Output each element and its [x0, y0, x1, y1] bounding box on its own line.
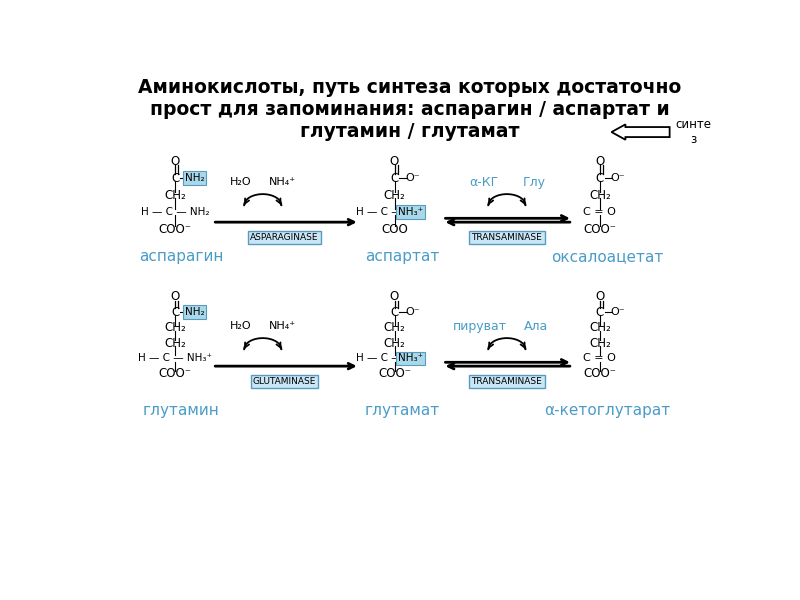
Text: NH₄⁺: NH₄⁺ — [269, 177, 296, 187]
Text: O⁻: O⁻ — [610, 173, 625, 183]
Text: C: C — [390, 306, 398, 319]
Text: O: O — [595, 290, 605, 304]
Text: α-кетоглутарат: α-кетоглутарат — [545, 403, 670, 418]
Text: O: O — [390, 155, 399, 168]
Text: O: O — [595, 155, 605, 168]
Text: H — C — NH₂: H — C — NH₂ — [141, 207, 210, 217]
Text: ASPARAGINASE: ASPARAGINASE — [250, 233, 318, 242]
Text: H — C —: H — C — — [356, 207, 402, 217]
Text: NH₂: NH₂ — [185, 307, 204, 317]
Text: TRANSAMINASE: TRANSAMINASE — [471, 233, 542, 242]
Text: оксалоацетат: оксалоацетат — [551, 250, 664, 264]
Text: C: C — [390, 172, 398, 185]
Text: C: C — [596, 172, 604, 185]
Text: COO⁻: COO⁻ — [378, 367, 411, 380]
Text: C = O: C = O — [583, 207, 616, 217]
Text: GLUTAMINASE: GLUTAMINASE — [253, 377, 316, 386]
Text: H — C — NH₃⁺: H — C — NH₃⁺ — [138, 353, 212, 364]
Text: C = O: C = O — [583, 353, 616, 364]
Text: O: O — [170, 155, 180, 168]
Text: глутамат: глутамат — [365, 403, 440, 418]
Text: O: O — [170, 290, 180, 304]
Text: глутамин: глутамин — [143, 403, 220, 418]
Text: TRANSAMINASE: TRANSAMINASE — [471, 377, 542, 386]
Text: CH₂: CH₂ — [589, 337, 610, 350]
Text: C: C — [596, 306, 604, 319]
Text: CH₂: CH₂ — [589, 321, 610, 334]
Text: пируват: пируват — [453, 320, 507, 332]
Text: Аминокислоты, путь синтеза которых достаточно
прост для запоминания: аспарагин /: Аминокислоты, путь синтеза которых доста… — [138, 78, 682, 141]
Text: CH₂: CH₂ — [384, 188, 406, 202]
Text: O⁻: O⁻ — [405, 307, 420, 317]
Text: H — C —: H — C — — [356, 353, 402, 364]
Text: CH₂: CH₂ — [384, 337, 406, 350]
Text: NH₃⁺: NH₃⁺ — [398, 207, 423, 217]
Text: α-КГ: α-КГ — [469, 176, 498, 188]
Text: COO⁻: COO⁻ — [583, 223, 616, 236]
FancyArrow shape — [611, 124, 670, 140]
Text: CH₂: CH₂ — [164, 337, 186, 350]
Text: аспарагин: аспарагин — [139, 250, 223, 264]
Text: CH₂: CH₂ — [164, 188, 186, 202]
Text: синте
з: синте з — [675, 118, 711, 146]
Text: H₂O: H₂O — [230, 177, 252, 187]
Text: Глу: Глу — [522, 176, 546, 188]
Text: COO: COO — [381, 223, 408, 236]
Text: CH₂: CH₂ — [164, 321, 186, 334]
Text: O: O — [390, 290, 399, 304]
Text: COO⁻: COO⁻ — [158, 367, 192, 380]
Text: NH₂: NH₂ — [185, 173, 204, 183]
Text: O⁻: O⁻ — [610, 307, 625, 317]
Text: O⁻: O⁻ — [405, 173, 420, 183]
Text: COO⁻: COO⁻ — [583, 367, 616, 380]
Text: C: C — [171, 306, 179, 319]
Text: аспартат: аспартат — [365, 250, 439, 264]
Text: C: C — [171, 172, 179, 185]
Text: NH₄⁺: NH₄⁺ — [269, 321, 296, 331]
Text: NH₃⁺: NH₃⁺ — [398, 353, 423, 364]
Text: COO⁻: COO⁻ — [158, 223, 192, 236]
Text: Ала: Ала — [524, 320, 549, 332]
Text: CH₂: CH₂ — [589, 188, 610, 202]
Text: CH₂: CH₂ — [384, 321, 406, 334]
Text: H₂O: H₂O — [230, 321, 252, 331]
